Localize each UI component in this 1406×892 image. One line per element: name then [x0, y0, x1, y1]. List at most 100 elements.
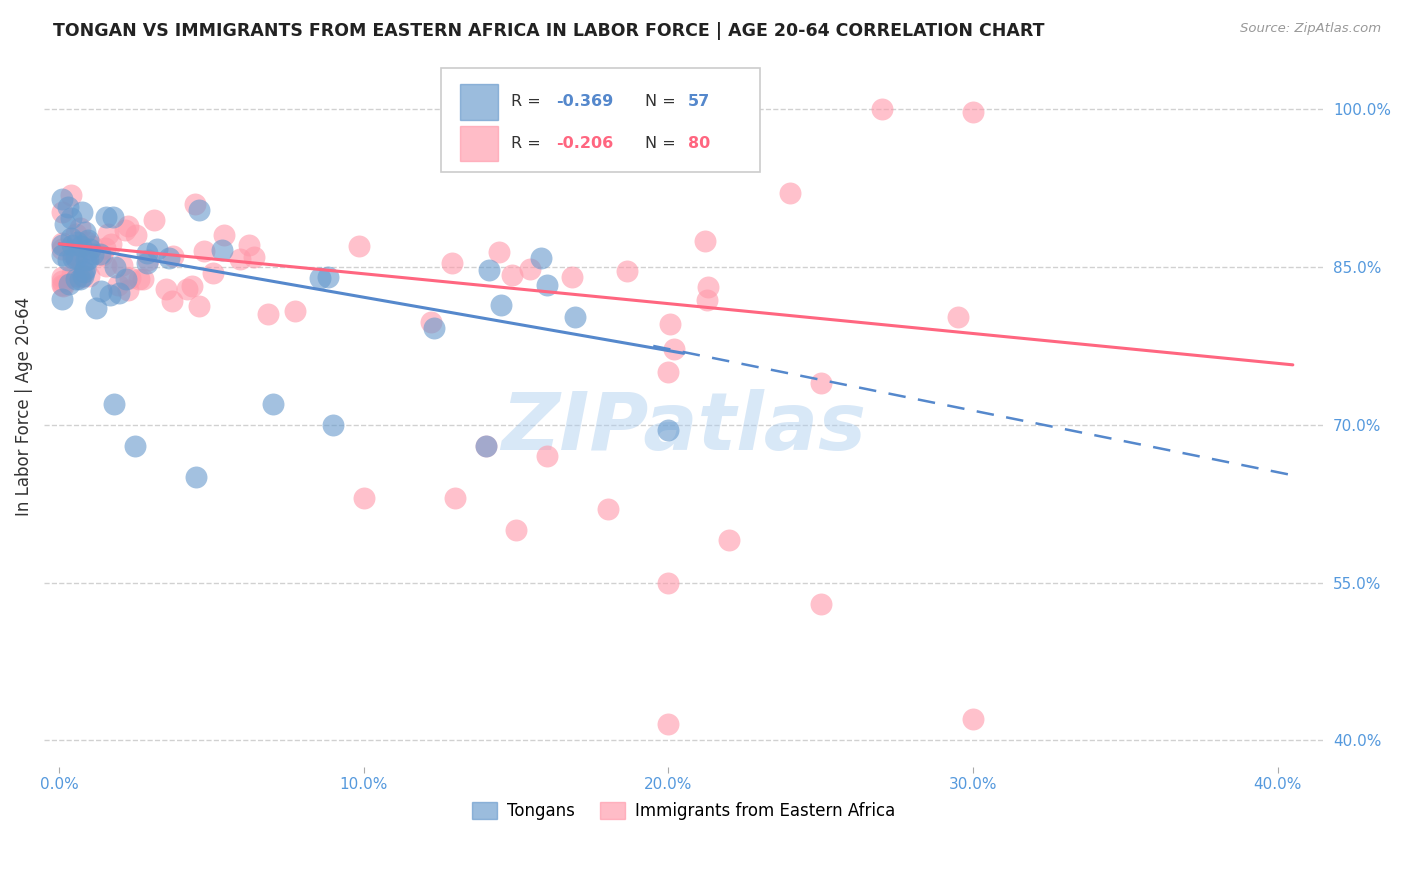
Point	[96, 211, 118, 225]
Point	[962, 105, 984, 120]
Point	[59, 231, 82, 245]
Point	[155, 282, 177, 296]
Point	[117, 283, 139, 297]
FancyBboxPatch shape	[440, 68, 761, 172]
Point	[474, 439, 496, 453]
Point	[73, 265, 96, 279]
Point	[118, 270, 141, 285]
Point	[56, 200, 79, 214]
Point	[51, 292, 73, 306]
Point	[51, 192, 73, 206]
Point	[136, 256, 159, 270]
Point	[93, 241, 115, 255]
Point	[696, 293, 718, 307]
Point	[136, 246, 159, 260]
Point	[72, 205, 94, 219]
Point	[62, 247, 84, 261]
Point	[56, 253, 79, 268]
Point	[59, 187, 82, 202]
Point	[69, 270, 91, 285]
Point	[962, 712, 984, 726]
Point	[77, 233, 100, 247]
Point	[946, 310, 969, 324]
Point	[84, 301, 107, 315]
Point	[91, 248, 114, 262]
Text: R =: R =	[510, 95, 546, 109]
Legend: Tongans, Immigrants from Eastern Africa: Tongans, Immigrants from Eastern Africa	[465, 795, 901, 827]
Point	[423, 320, 446, 334]
Point	[353, 491, 375, 506]
Point	[180, 279, 202, 293]
Point	[65, 227, 87, 242]
Text: ZIPatlas: ZIPatlas	[501, 389, 866, 467]
Point	[505, 523, 527, 537]
Point	[51, 238, 73, 252]
Point	[211, 244, 233, 258]
Point	[184, 197, 207, 211]
Point	[108, 285, 131, 300]
Point	[870, 103, 893, 117]
Point	[478, 263, 501, 277]
Point	[176, 282, 198, 296]
Point	[104, 260, 127, 274]
Bar	[460, 84, 498, 120]
Point	[60, 211, 83, 225]
Point	[657, 365, 679, 379]
Point	[229, 252, 252, 266]
Point	[76, 252, 98, 266]
Text: 57: 57	[688, 95, 710, 109]
Point	[444, 491, 467, 506]
Point	[77, 269, 100, 284]
Point	[488, 245, 510, 260]
Point	[107, 277, 129, 292]
Point	[596, 502, 619, 516]
Point	[284, 303, 307, 318]
Point	[65, 251, 87, 265]
Point	[66, 269, 89, 284]
Text: TONGAN VS IMMIGRANTS FROM EASTERN AFRICA IN LABOR FORCE | AGE 20-64 CORRELATION : TONGAN VS IMMIGRANTS FROM EASTERN AFRICA…	[53, 22, 1045, 40]
Text: -0.369: -0.369	[555, 95, 613, 109]
Point	[322, 417, 344, 432]
Point	[193, 244, 215, 258]
Point	[69, 221, 91, 235]
Point	[561, 270, 583, 285]
Point	[66, 235, 89, 250]
Point	[696, 280, 718, 294]
Point	[72, 268, 94, 283]
Point	[51, 270, 73, 285]
Point	[117, 219, 139, 234]
Y-axis label: In Labor Force | Age 20-64: In Labor Force | Age 20-64	[15, 297, 32, 516]
Point	[162, 294, 184, 309]
Point	[347, 239, 370, 253]
Point	[136, 253, 159, 268]
Point	[157, 252, 180, 266]
Point	[616, 264, 638, 278]
Point	[51, 248, 73, 262]
Point	[90, 284, 112, 298]
Point	[146, 242, 169, 256]
Point	[51, 242, 73, 256]
Point	[657, 575, 679, 590]
Point	[693, 234, 716, 248]
Point	[76, 235, 98, 249]
Point	[187, 203, 209, 218]
Text: R =: R =	[510, 136, 546, 151]
Point	[103, 397, 125, 411]
Point	[89, 246, 111, 260]
Bar	[460, 126, 498, 161]
Point	[62, 251, 84, 265]
Point	[142, 213, 165, 227]
Point	[530, 251, 553, 265]
Text: -0.206: -0.206	[555, 136, 613, 151]
Point	[65, 272, 87, 286]
Point	[114, 222, 136, 236]
Point	[101, 210, 124, 224]
Point	[536, 278, 558, 293]
Point	[115, 271, 138, 285]
Point	[73, 261, 96, 276]
Point	[51, 205, 73, 219]
Point	[79, 242, 101, 256]
Point	[124, 439, 146, 453]
Point	[80, 239, 103, 253]
Text: 80: 80	[688, 136, 710, 151]
